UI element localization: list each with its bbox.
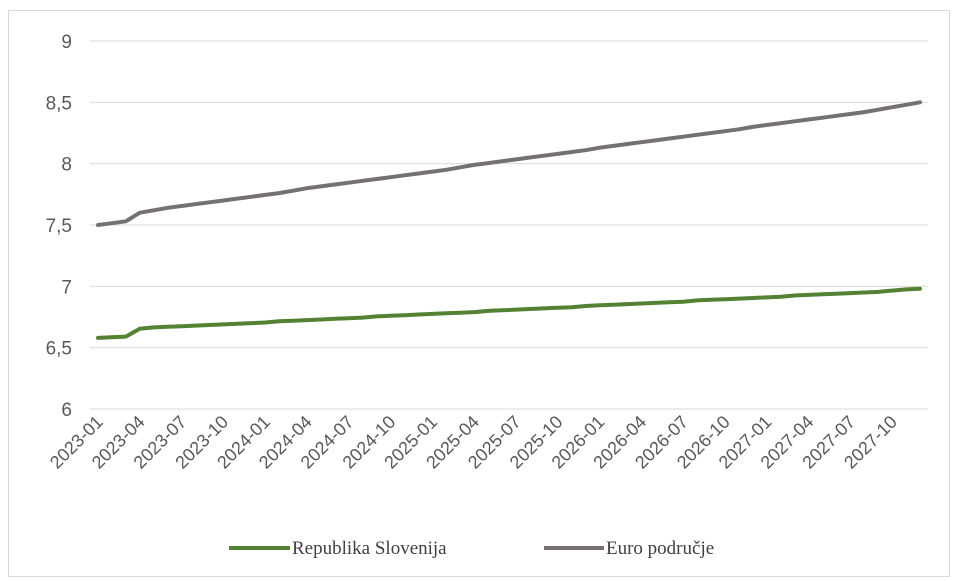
- series-line-euro-podru-je: [96, 100, 922, 227]
- legend-label: Republika Slovenija: [292, 538, 447, 559]
- legend-label: Euro područje: [606, 538, 714, 559]
- y-tick-label: 7: [61, 277, 72, 298]
- gridlines: [90, 40, 928, 410]
- series-lines: [96, 100, 922, 340]
- legend: Republika Slovenija Euro područje: [229, 538, 714, 559]
- chart-frame: [8, 10, 950, 577]
- y-tick-label: 8: [61, 155, 72, 176]
- y-tick-label: 8,5: [46, 93, 72, 114]
- y-tick-label: 6,5: [46, 339, 72, 360]
- series-line-republika-slovenija: [96, 286, 922, 340]
- y-tick-label: 6: [61, 400, 72, 421]
- y-tick-label: 9: [61, 32, 72, 53]
- y-axis-ticks: 6 6,5 7 7,5 8 8,5 9: [46, 32, 72, 421]
- x-axis-ticks: 2023-012023-042023-072023-102024-012024-…: [46, 412, 901, 473]
- y-tick-label: 7,5: [46, 216, 72, 237]
